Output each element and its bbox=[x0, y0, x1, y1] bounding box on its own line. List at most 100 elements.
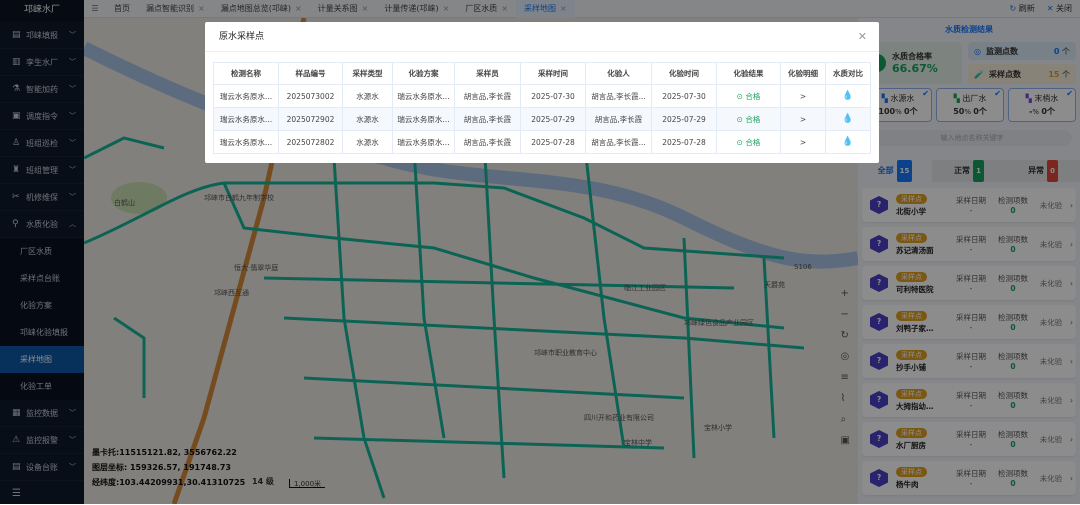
sample-point-item[interactable]: ? 采样点 抄手小铺 采样日期 - 检测项数 0 未化验 › bbox=[862, 344, 1076, 378]
type-tag: 采样点 bbox=[896, 310, 927, 321]
status-text: 未化验 bbox=[1039, 200, 1063, 210]
sidebar-subitem[interactable]: 邛崃化验填报 bbox=[0, 319, 84, 346]
sample-point-item[interactable]: ? 采样点 北街小学 采样日期 - 检测项数 0 未化验 › bbox=[862, 188, 1076, 222]
category-card[interactable]: ✔ ▚ 末梢水 -% 0个 bbox=[1008, 88, 1076, 122]
zoom-in-icon[interactable]: + bbox=[840, 288, 849, 299]
chevron-right-icon[interactable]: › bbox=[1070, 200, 1073, 210]
tab[interactable]: 厂区水质 × bbox=[465, 3, 509, 13]
tab-close-icon[interactable]: × bbox=[361, 3, 369, 13]
table-cell: 2025-07-30 bbox=[651, 84, 717, 108]
sidebar-subitem[interactable]: 采样点台账 bbox=[0, 265, 84, 292]
tab[interactable]: 首页 bbox=[114, 3, 130, 13]
status-text: 未化验 bbox=[1039, 395, 1063, 405]
modal-close-icon[interactable]: ✕ bbox=[857, 30, 867, 43]
locate-icon[interactable]: ◎ bbox=[840, 351, 850, 362]
sample-point-item[interactable]: ? 采样点 水厂厨房 采样日期 - 检测项数 0 未化验 › bbox=[862, 422, 1076, 456]
chevron-right-icon[interactable]: › bbox=[1070, 317, 1073, 327]
tab[interactable]: 采样地图 × bbox=[516, 0, 575, 18]
list-tab[interactable]: 全部 15 bbox=[858, 160, 932, 182]
menu-icon[interactable]: ☰ bbox=[91, 4, 99, 13]
chevron-down-icon: ﹀ bbox=[69, 166, 76, 174]
table-cell: 胡言品,李长霞 bbox=[454, 107, 521, 131]
sidebar-subitem[interactable]: 化验工单 bbox=[0, 373, 84, 400]
sample-point-item[interactable]: ? 采样点 刘鸭子家… 采样日期 - 检测项数 0 未化验 › bbox=[862, 305, 1076, 339]
zoom-out-icon[interactable]: − bbox=[840, 309, 849, 320]
category-card[interactable]: ✔ ▚ 出厂水 50% 0个 bbox=[936, 88, 1004, 122]
compare-button[interactable]: 💧 bbox=[825, 84, 871, 108]
measure-icon[interactable]: ⌇ bbox=[840, 393, 846, 404]
column-header: 化验人 bbox=[585, 62, 652, 85]
close-all-button[interactable]: ✕ 关闭 bbox=[1046, 4, 1072, 13]
collapse-sidebar-icon[interactable]: ☰ bbox=[12, 487, 21, 499]
layers-icon[interactable]: ≡ bbox=[840, 372, 849, 383]
sidebar-item-lab[interactable]: ⚲ 水质化验 ︿ bbox=[0, 211, 84, 238]
map-toolbar: + − ↻ ◎ ≡ ⌇ ⌕ ▣ bbox=[841, 288, 850, 446]
rotate-icon[interactable]: ↻ bbox=[840, 330, 849, 341]
table-cell: 2025073002 bbox=[278, 84, 343, 108]
detail-button[interactable]: > bbox=[780, 107, 826, 131]
sidebar-item-chart[interactable]: ▦ 监控数据 ﹀ bbox=[0, 400, 84, 427]
sidebar-item-tools[interactable]: ✂ 机修维保 ﹀ bbox=[0, 184, 84, 211]
sample-point-icon: ? bbox=[870, 196, 888, 214]
table-cell: 2025-07-29 bbox=[520, 107, 586, 131]
map-label: 邛崃西互通 bbox=[214, 289, 249, 297]
table-cell: 水源水 bbox=[342, 130, 393, 154]
sample-point-item[interactable]: ? 采样点 苏记清汤面 采样日期 - 检测项数 0 未化验 › bbox=[862, 227, 1076, 261]
sidebar-subitem[interactable]: 化验方案 bbox=[0, 292, 84, 319]
tab[interactable]: 漏点地图总览(邛崃) × bbox=[220, 3, 302, 13]
sidebar-item-report[interactable]: ▤ 邛崃填报 ﹀ bbox=[0, 22, 84, 49]
compare-button[interactable]: 💧 bbox=[825, 130, 871, 154]
lab-icon: ⚲ bbox=[12, 219, 19, 229]
sidebar-item-document[interactable]: ▣ 调度指令 ﹀ bbox=[0, 103, 84, 130]
sample-point-item[interactable]: ? 采样点 杨牛肉 采样日期 - 检测项数 0 未化验 › bbox=[862, 461, 1076, 495]
table-cell: 水源水 bbox=[342, 84, 393, 108]
tab-close-icon[interactable]: × bbox=[501, 3, 509, 13]
sidebar-item-label: 智能加药 bbox=[26, 84, 58, 94]
sidebar-item-flask[interactable]: ⚗ 智能加药 ﹀ bbox=[0, 76, 84, 103]
search-icon[interactable]: ⌕ bbox=[840, 414, 847, 425]
sample-point-icon: ? bbox=[870, 352, 888, 370]
tab-close-icon[interactable]: × bbox=[294, 3, 302, 13]
print-icon[interactable]: ▣ bbox=[840, 435, 850, 446]
map-label: 天爵苑 bbox=[764, 281, 785, 289]
sidebar-item-ledger[interactable]: ▤ 设备台账 ﹀ bbox=[0, 454, 84, 481]
refresh-button[interactable]: ↻ 刷新 bbox=[1009, 4, 1035, 13]
chevron-right-icon[interactable]: › bbox=[1070, 356, 1073, 366]
sidebar-item-factory[interactable]: ▥ 孪生水厂 ﹀ bbox=[0, 49, 84, 76]
chevron-right-icon[interactable]: › bbox=[1070, 278, 1073, 288]
ledger-icon: ▤ bbox=[12, 462, 21, 472]
tab-close-icon[interactable]: × bbox=[442, 3, 450, 13]
compare-button[interactable]: 💧 bbox=[825, 107, 871, 131]
sample-point-item[interactable]: ? 采样点 可利特医院 采样日期 - 检测项数 0 未化验 › bbox=[862, 266, 1076, 300]
tab-bar: ☰ 首页 漏点智能识别 × 漏点地图总览(邛崃) × 计量关系图 × 计量传递(邛崃) × 厂区水… bbox=[84, 0, 1080, 18]
tab[interactable]: 漏点智能识别 × bbox=[146, 3, 205, 13]
map-label: 四川开和药业有限公司 bbox=[584, 414, 654, 422]
list-tab[interactable]: 异常 0 bbox=[1006, 160, 1080, 182]
chevron-right-icon: > bbox=[799, 114, 807, 124]
location-search-input[interactable]: 输入地点名称关键字 bbox=[872, 130, 1072, 146]
target-icon: ◎ bbox=[974, 46, 981, 56]
detail-button[interactable]: > bbox=[780, 84, 826, 108]
sidebar-subitem[interactable]: 采样地图 bbox=[0, 346, 84, 373]
sidebar-item-patrol[interactable]: ♙ 班组巡检 ﹀ bbox=[0, 130, 84, 157]
tab-close-icon[interactable]: × bbox=[198, 3, 205, 13]
sample-point-item[interactable]: ? 采样点 大拇指幼… 采样日期 - 检测项数 0 未化验 › bbox=[862, 383, 1076, 417]
column-header: 水质对比 bbox=[825, 62, 871, 85]
chevron-right-icon[interactable]: › bbox=[1070, 434, 1073, 444]
chevron-right-icon[interactable]: › bbox=[1070, 239, 1073, 249]
chevron-right-icon[interactable]: › bbox=[1070, 395, 1073, 405]
tab-close-icon[interactable]: × bbox=[560, 3, 567, 13]
water-drop-icon: 💧 bbox=[842, 137, 854, 147]
sidebar-item-alarm[interactable]: ⚠ 监控报警 ﹀ bbox=[0, 427, 84, 454]
sidebar-item-label: 设备台账 bbox=[26, 462, 58, 472]
sidebar-subitem[interactable]: 厂区水质 bbox=[0, 238, 84, 265]
status-text: 未化验 bbox=[1039, 239, 1063, 249]
chevron-down-icon: ﹀ bbox=[69, 139, 76, 147]
detail-button[interactable]: > bbox=[780, 130, 826, 154]
sidebar-item-team[interactable]: ♜ 班组管理 ﹀ bbox=[0, 157, 84, 184]
scale-bar: 1,000米 bbox=[289, 479, 326, 488]
list-tab[interactable]: 正常 1 bbox=[932, 160, 1006, 182]
tab[interactable]: 计量传递(邛崃) × bbox=[384, 3, 450, 13]
tab[interactable]: 计量关系图 × bbox=[317, 3, 369, 13]
chevron-right-icon[interactable]: › bbox=[1070, 473, 1073, 483]
